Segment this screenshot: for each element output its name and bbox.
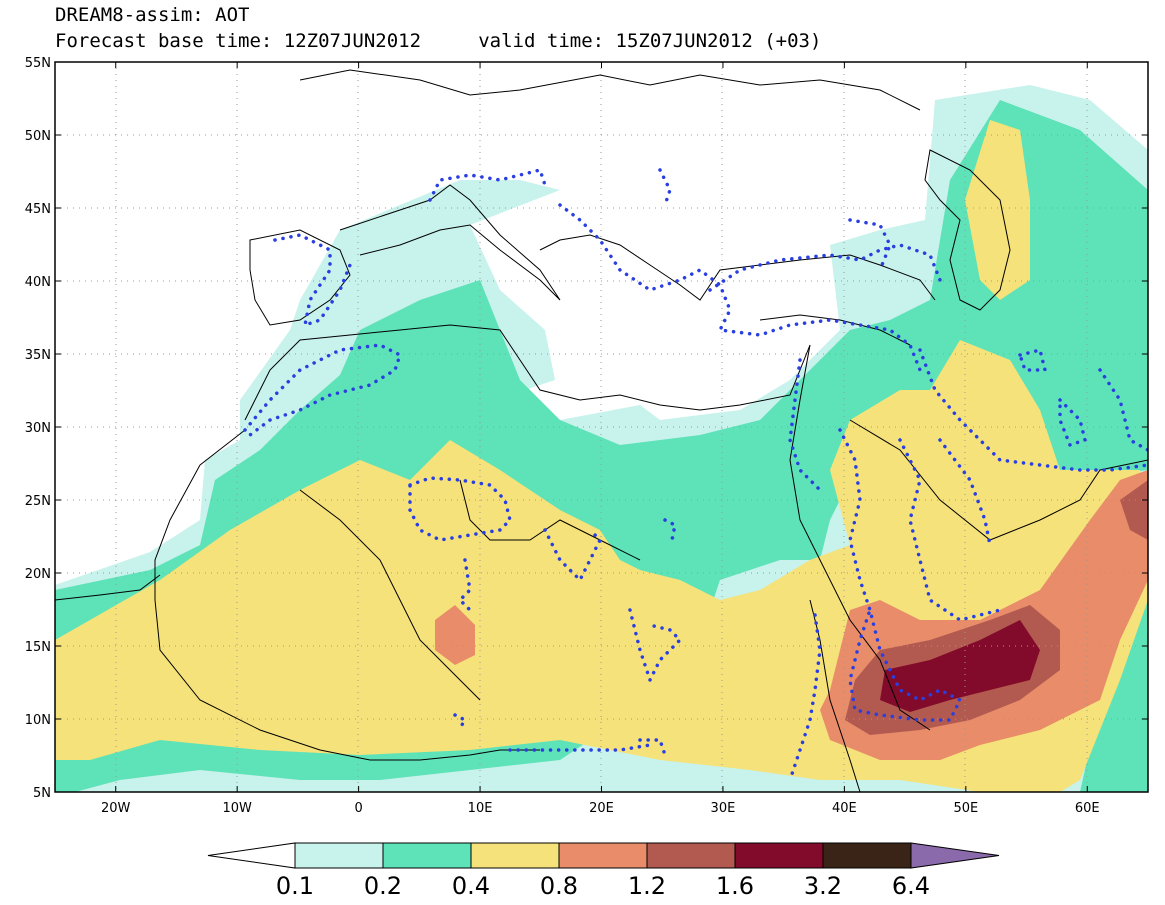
axis-ticks: 20W 10W 0 10E 20E 30E 40E 50E 60E 55N 50N 45N 40N 35N…: [25, 56, 1148, 816]
colorbar-under-arrow: [207, 842, 296, 869]
colorbar-label: 6.4: [892, 872, 930, 900]
lat-tick-label: 15N: [25, 640, 51, 655]
coastlines: [55, 69, 1148, 792]
colorbar: 0.1 0.2 0.4 0.8 1.2 1.6 3.2 6.4: [207, 842, 1000, 900]
lon-tick-label: 30E: [711, 801, 736, 816]
lat-tick-label: 35N: [25, 348, 51, 363]
lon-tick-label: 10W: [222, 801, 252, 816]
lat-tick-label: 5N: [33, 786, 51, 801]
lon-tick-label: 10E: [468, 801, 493, 816]
lat-tick-label: 55N: [25, 56, 51, 71]
aot-field: [55, 85, 1148, 792]
lon-tick-label: 20E: [589, 801, 614, 816]
lat-tick-label: 20N: [25, 567, 51, 582]
lat-tick-label: 10N: [25, 713, 51, 728]
colorbar-box: [734, 842, 824, 869]
title-line-1: DREAM8-assim: AOT: [55, 4, 250, 26]
colorbar-over-arrow: [910, 842, 1000, 869]
lat-tick-label: 45N: [25, 202, 51, 217]
aot-band-1.6: [880, 620, 1040, 712]
graticule: [55, 62, 1148, 792]
colorbar-label: 0.4: [452, 872, 490, 900]
colorbar-label: 0.8: [540, 872, 578, 900]
colorbar-label: 1.2: [628, 872, 666, 900]
colorbar-box: [294, 842, 384, 869]
colorbar-box: [822, 842, 912, 869]
lon-tick-label: 60E: [1075, 801, 1100, 816]
lat-tick-label: 30N: [25, 421, 51, 436]
colorbar-label: 0.1: [276, 872, 314, 900]
colorbar-label: 1.6: [716, 872, 754, 900]
colorbar-box: [558, 842, 648, 869]
lat-tick-label: 40N: [25, 275, 51, 290]
colorbar-box: [646, 842, 736, 869]
dust-contours: [243, 167, 1148, 782]
colorbar-box: [470, 842, 560, 869]
lon-tick-label: 20W: [101, 801, 131, 816]
title-line-2: Forecast base time: 12Z07JUN2012 valid t…: [55, 30, 822, 52]
colorbar-label: 3.2: [804, 872, 842, 900]
lon-tick-label: 0: [354, 801, 362, 816]
lon-tick-label: 50E: [953, 801, 978, 816]
colorbar-box: [382, 842, 472, 869]
lat-tick-label: 50N: [25, 129, 51, 144]
lon-tick-label: 40E: [832, 801, 857, 816]
colorbar-label: 0.2: [364, 872, 402, 900]
lat-tick-label: 25N: [25, 494, 51, 509]
